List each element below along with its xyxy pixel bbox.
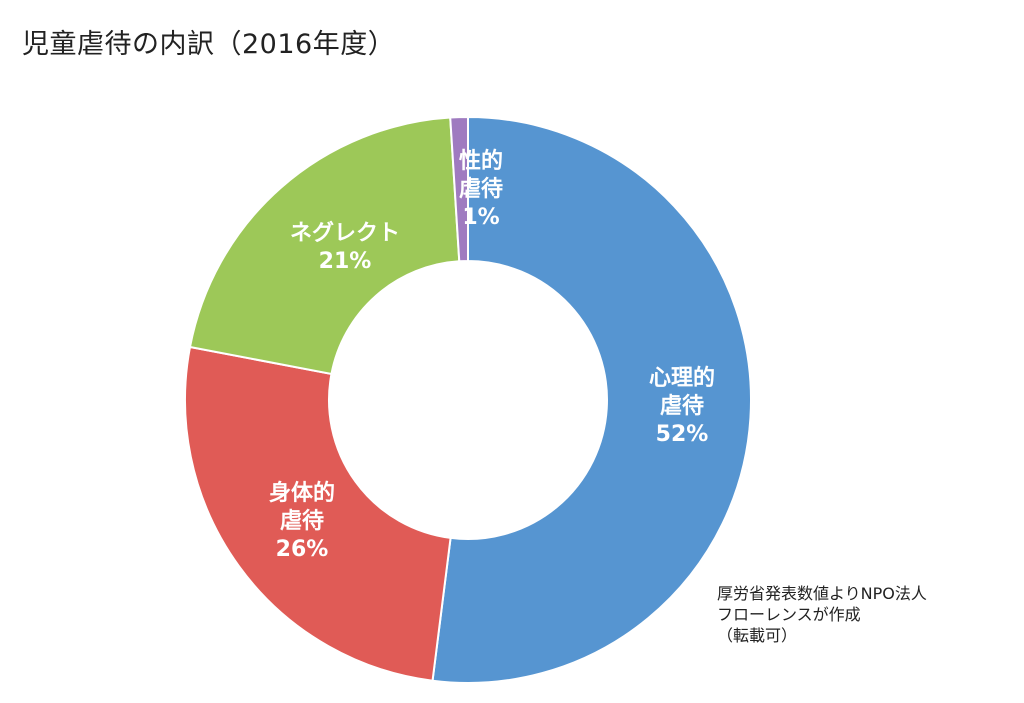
source-line: フローレンスが作成 — [717, 605, 861, 624]
source-annotation: 厚労省発表数値よりNPO法人 フローレンスが作成 （転載可） — [717, 583, 927, 646]
slice-category-label: 虐待 — [459, 176, 503, 202]
slice-4 — [449, 115, 469, 263]
slice-category-label: 虐待 — [280, 508, 324, 534]
slice-category-label: 心理的 — [649, 365, 715, 391]
slice-1 — [431, 115, 752, 684]
slice-category-label: 性的 — [459, 148, 503, 174]
slice-2 — [184, 345, 452, 682]
slice-value-label: 21% — [319, 249, 372, 274]
slice-value-label: 1% — [462, 205, 499, 230]
slice-3 — [188, 116, 461, 376]
source-line: （転載可） — [717, 626, 798, 645]
slice-value-label: 52% — [656, 422, 709, 447]
slice-category-label: 虐待 — [660, 393, 704, 419]
source-line: 厚労省発表数値よりNPO法人 — [717, 584, 927, 603]
slice-value-label: 26% — [276, 537, 329, 562]
slice-category-label: ネグレクト — [290, 220, 400, 246]
slice-category-label: 身体的 — [269, 480, 335, 506]
chart-title: 児童虐待の内訳（2016年度） — [22, 29, 396, 60]
